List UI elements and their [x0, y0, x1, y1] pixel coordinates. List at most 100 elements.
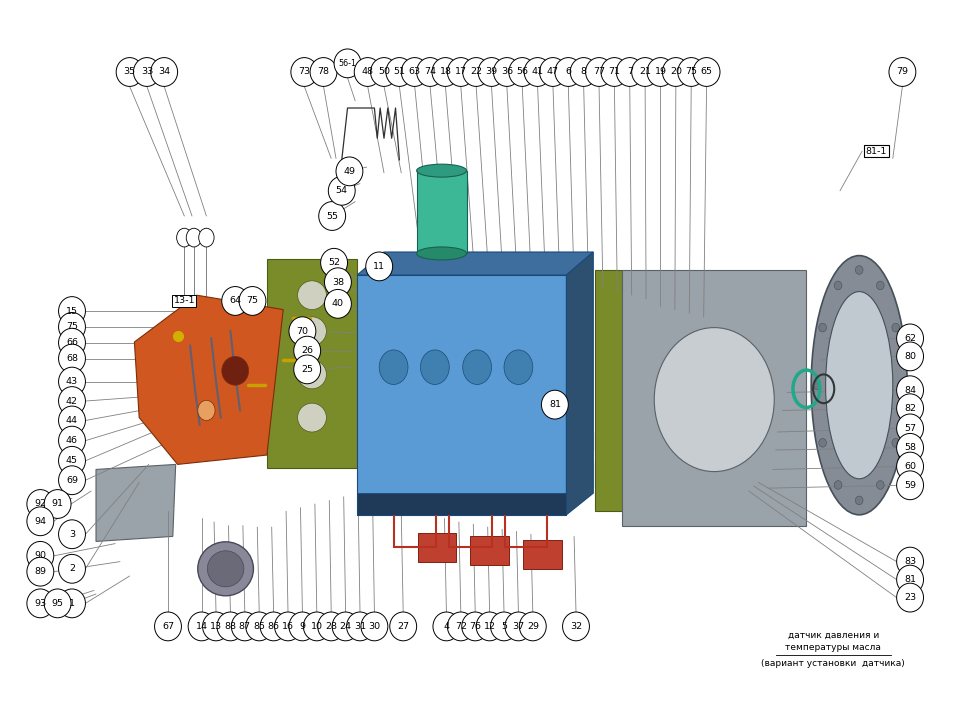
Ellipse shape: [188, 612, 215, 641]
Text: 81-1: 81-1: [866, 147, 887, 156]
Text: 51: 51: [394, 68, 405, 76]
Text: 56-1: 56-1: [339, 59, 356, 68]
Ellipse shape: [876, 281, 884, 289]
Text: 2: 2: [69, 564, 75, 573]
Ellipse shape: [476, 612, 503, 641]
Ellipse shape: [897, 471, 924, 500]
Text: 39: 39: [486, 68, 497, 76]
Ellipse shape: [59, 446, 85, 475]
Ellipse shape: [59, 426, 85, 455]
Ellipse shape: [59, 297, 85, 325]
Text: 26: 26: [301, 346, 313, 355]
Ellipse shape: [44, 490, 71, 518]
Text: 25: 25: [301, 365, 313, 374]
Text: 70: 70: [297, 327, 308, 336]
Ellipse shape: [198, 541, 253, 596]
Ellipse shape: [59, 312, 85, 341]
Ellipse shape: [433, 612, 460, 641]
Text: 22: 22: [470, 68, 482, 76]
Ellipse shape: [27, 557, 54, 586]
Ellipse shape: [417, 247, 467, 260]
Ellipse shape: [420, 350, 449, 384]
Text: 13-1: 13-1: [174, 297, 195, 305]
Ellipse shape: [897, 452, 924, 481]
Ellipse shape: [59, 328, 85, 357]
Ellipse shape: [198, 400, 215, 420]
Text: 27: 27: [397, 622, 409, 631]
Polygon shape: [357, 252, 593, 275]
Text: 7: 7: [627, 68, 633, 76]
Ellipse shape: [819, 438, 827, 447]
Ellipse shape: [27, 541, 54, 570]
Text: 12: 12: [484, 622, 495, 631]
Ellipse shape: [239, 287, 266, 315]
Ellipse shape: [366, 252, 393, 281]
Text: 79: 79: [897, 68, 908, 76]
Ellipse shape: [386, 58, 413, 86]
Ellipse shape: [693, 58, 720, 86]
Text: 14: 14: [196, 622, 207, 631]
Polygon shape: [96, 464, 176, 541]
Text: 60: 60: [904, 462, 916, 471]
Ellipse shape: [294, 336, 321, 365]
Text: 50: 50: [378, 68, 390, 76]
Ellipse shape: [463, 58, 490, 86]
Text: 57: 57: [904, 424, 916, 433]
Ellipse shape: [855, 266, 863, 274]
Text: 94: 94: [35, 517, 46, 526]
Ellipse shape: [379, 350, 408, 384]
Ellipse shape: [897, 376, 924, 405]
Text: 63: 63: [409, 68, 420, 76]
Ellipse shape: [417, 164, 467, 177]
Text: 64: 64: [229, 297, 241, 305]
Ellipse shape: [298, 281, 326, 310]
Ellipse shape: [876, 481, 884, 490]
Ellipse shape: [586, 58, 612, 86]
Ellipse shape: [186, 228, 202, 247]
Polygon shape: [523, 540, 562, 569]
Ellipse shape: [897, 433, 924, 462]
Ellipse shape: [819, 323, 827, 332]
Text: датчик давления и: датчик давления и: [787, 631, 879, 639]
Text: 75: 75: [66, 323, 78, 331]
Text: 62: 62: [904, 334, 916, 343]
Ellipse shape: [504, 350, 533, 384]
Ellipse shape: [133, 58, 160, 86]
Polygon shape: [134, 295, 283, 464]
Text: 8: 8: [581, 68, 587, 76]
Ellipse shape: [897, 342, 924, 371]
Polygon shape: [566, 252, 593, 515]
Text: 37: 37: [513, 622, 524, 631]
Ellipse shape: [151, 58, 178, 86]
Ellipse shape: [601, 58, 628, 86]
Ellipse shape: [59, 406, 85, 435]
Ellipse shape: [27, 589, 54, 618]
Text: РОРИУ: РОРИУ: [355, 424, 682, 505]
Ellipse shape: [59, 520, 85, 549]
Ellipse shape: [432, 58, 459, 86]
Text: 68: 68: [66, 354, 78, 363]
Text: 46: 46: [66, 436, 78, 445]
Text: 4: 4: [444, 622, 449, 631]
Ellipse shape: [59, 466, 85, 495]
Text: 52: 52: [328, 258, 340, 267]
Ellipse shape: [217, 612, 244, 641]
Ellipse shape: [44, 589, 71, 618]
Text: 28: 28: [325, 622, 337, 631]
Ellipse shape: [647, 58, 674, 86]
Ellipse shape: [231, 612, 258, 641]
Text: 32: 32: [570, 622, 582, 631]
Ellipse shape: [332, 612, 359, 641]
Polygon shape: [357, 275, 566, 515]
Ellipse shape: [294, 355, 321, 384]
Text: 23: 23: [904, 593, 916, 602]
Text: 75: 75: [247, 297, 258, 305]
Text: 81: 81: [904, 575, 916, 584]
Text: 67: 67: [162, 622, 174, 631]
Text: 73: 73: [299, 68, 310, 76]
Text: 81: 81: [549, 400, 561, 409]
Ellipse shape: [199, 228, 214, 247]
Text: 43: 43: [66, 377, 78, 386]
Ellipse shape: [897, 565, 924, 594]
Text: 3: 3: [69, 530, 75, 539]
